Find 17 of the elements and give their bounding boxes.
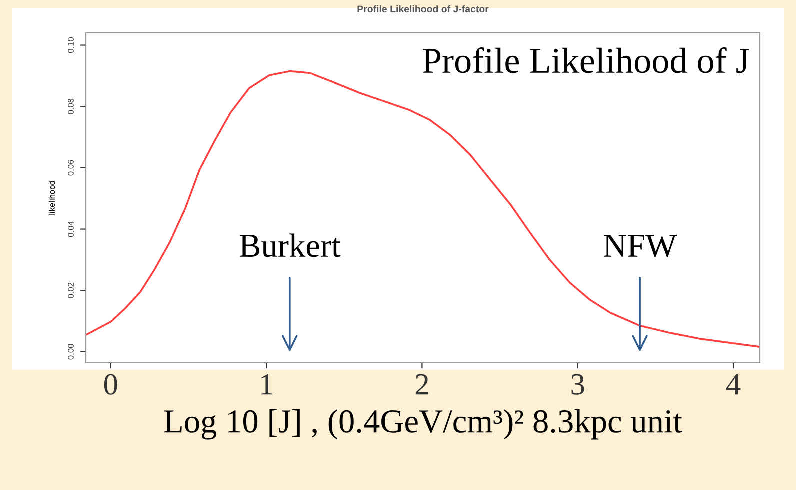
y-axis-title: likelihood (48, 181, 56, 215)
y-tick-label: 0.04 (68, 221, 74, 238)
y-tick-label: 0.10 (68, 37, 74, 54)
x-tick-label: 0 (104, 374, 118, 395)
x-tick-label: 2 (416, 374, 428, 395)
x-axis-title: Log 10 [J] , (0.4GeV/cm³)² 8.3kpc unit (164, 409, 682, 440)
annotation: NFW (604, 235, 677, 258)
x-tick-label: 4 (726, 374, 741, 395)
y-tick-label: 0.02 (68, 282, 74, 298)
x-tick-label: 1 (262, 374, 272, 395)
chart-title: Profile Likelihood of J-factor (358, 5, 489, 13)
annotation: Burkert (240, 234, 341, 258)
y-tick-label: 0.06 (68, 160, 74, 176)
y-tick-label: 0.08 (68, 98, 74, 114)
x-tick-label: 3 (572, 374, 584, 395)
annotation: Profile Likelihood of J (422, 47, 750, 74)
y-tick-label: 0.00 (68, 344, 74, 360)
